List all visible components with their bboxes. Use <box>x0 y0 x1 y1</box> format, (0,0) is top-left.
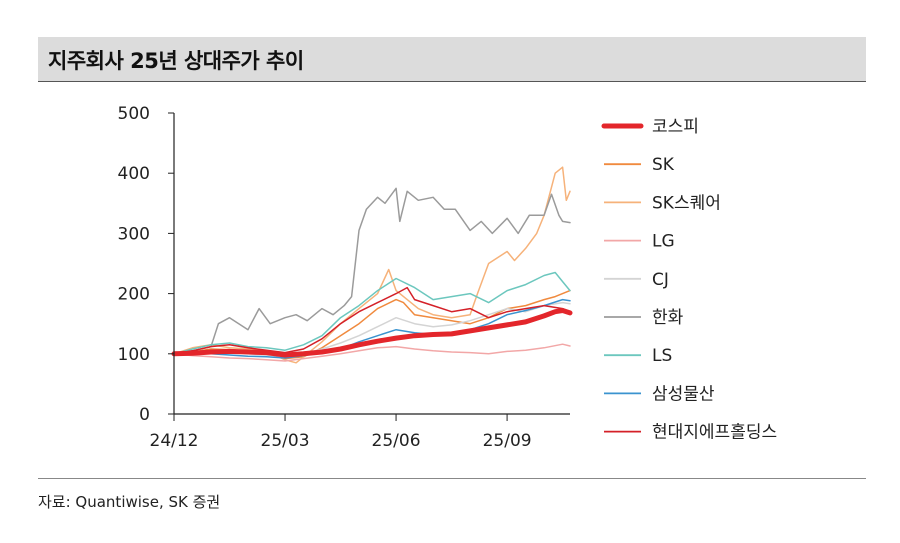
footer-divider <box>38 478 866 479</box>
legend-label-8: 삼성물산 <box>652 384 715 404</box>
y-tick-label: 300 <box>118 224 150 244</box>
legend-label-9: 현대지에프홀딩스 <box>652 423 777 443</box>
legend-label-3: SK스퀘어 <box>652 193 721 213</box>
x-tick-label: 25/06 <box>372 431 421 451</box>
series-line-9 <box>173 286 571 355</box>
legend-label-5: CJ <box>652 270 669 290</box>
legend-label-1: 코스피 <box>652 117 699 137</box>
x-tick-label: 25/03 <box>261 431 310 451</box>
legend-label-4: LG <box>652 232 675 252</box>
page-title: 지주회사 25년 상대주가 추이 <box>48 49 304 73</box>
title-bar: 지주회사 25년 상대주가 추이 <box>38 37 866 82</box>
x-tick-label: 25/09 <box>483 431 532 451</box>
legend-label-2: SK <box>652 155 675 175</box>
series-line-8 <box>173 298 571 359</box>
x-tick-label: 24/12 <box>150 431 199 451</box>
legend-label-6: 한화 <box>652 308 684 328</box>
series-line-7 <box>173 271 571 355</box>
series-line-3 <box>173 166 571 364</box>
legend-label-7: LS <box>652 346 672 366</box>
y-tick-label: 100 <box>118 345 150 365</box>
y-tick-label: 0 <box>139 405 150 425</box>
series-line-6 <box>173 187 571 355</box>
series-line-1 <box>171 308 573 358</box>
y-tick-label: 200 <box>118 285 150 305</box>
y-tick-label: 400 <box>118 164 150 184</box>
source-note: 자료: Quantiwise, SK 증권 <box>38 493 221 511</box>
series-line-4 <box>173 343 571 362</box>
y-tick-label: 500 <box>118 104 150 124</box>
